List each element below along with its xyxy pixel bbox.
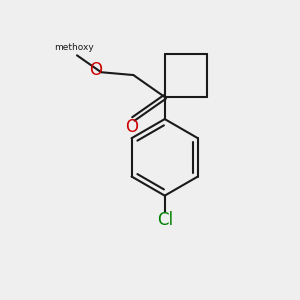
Text: O: O	[89, 61, 102, 79]
Text: O: O	[125, 118, 138, 136]
Text: Cl: Cl	[157, 211, 173, 229]
Text: methoxy: methoxy	[54, 43, 94, 52]
